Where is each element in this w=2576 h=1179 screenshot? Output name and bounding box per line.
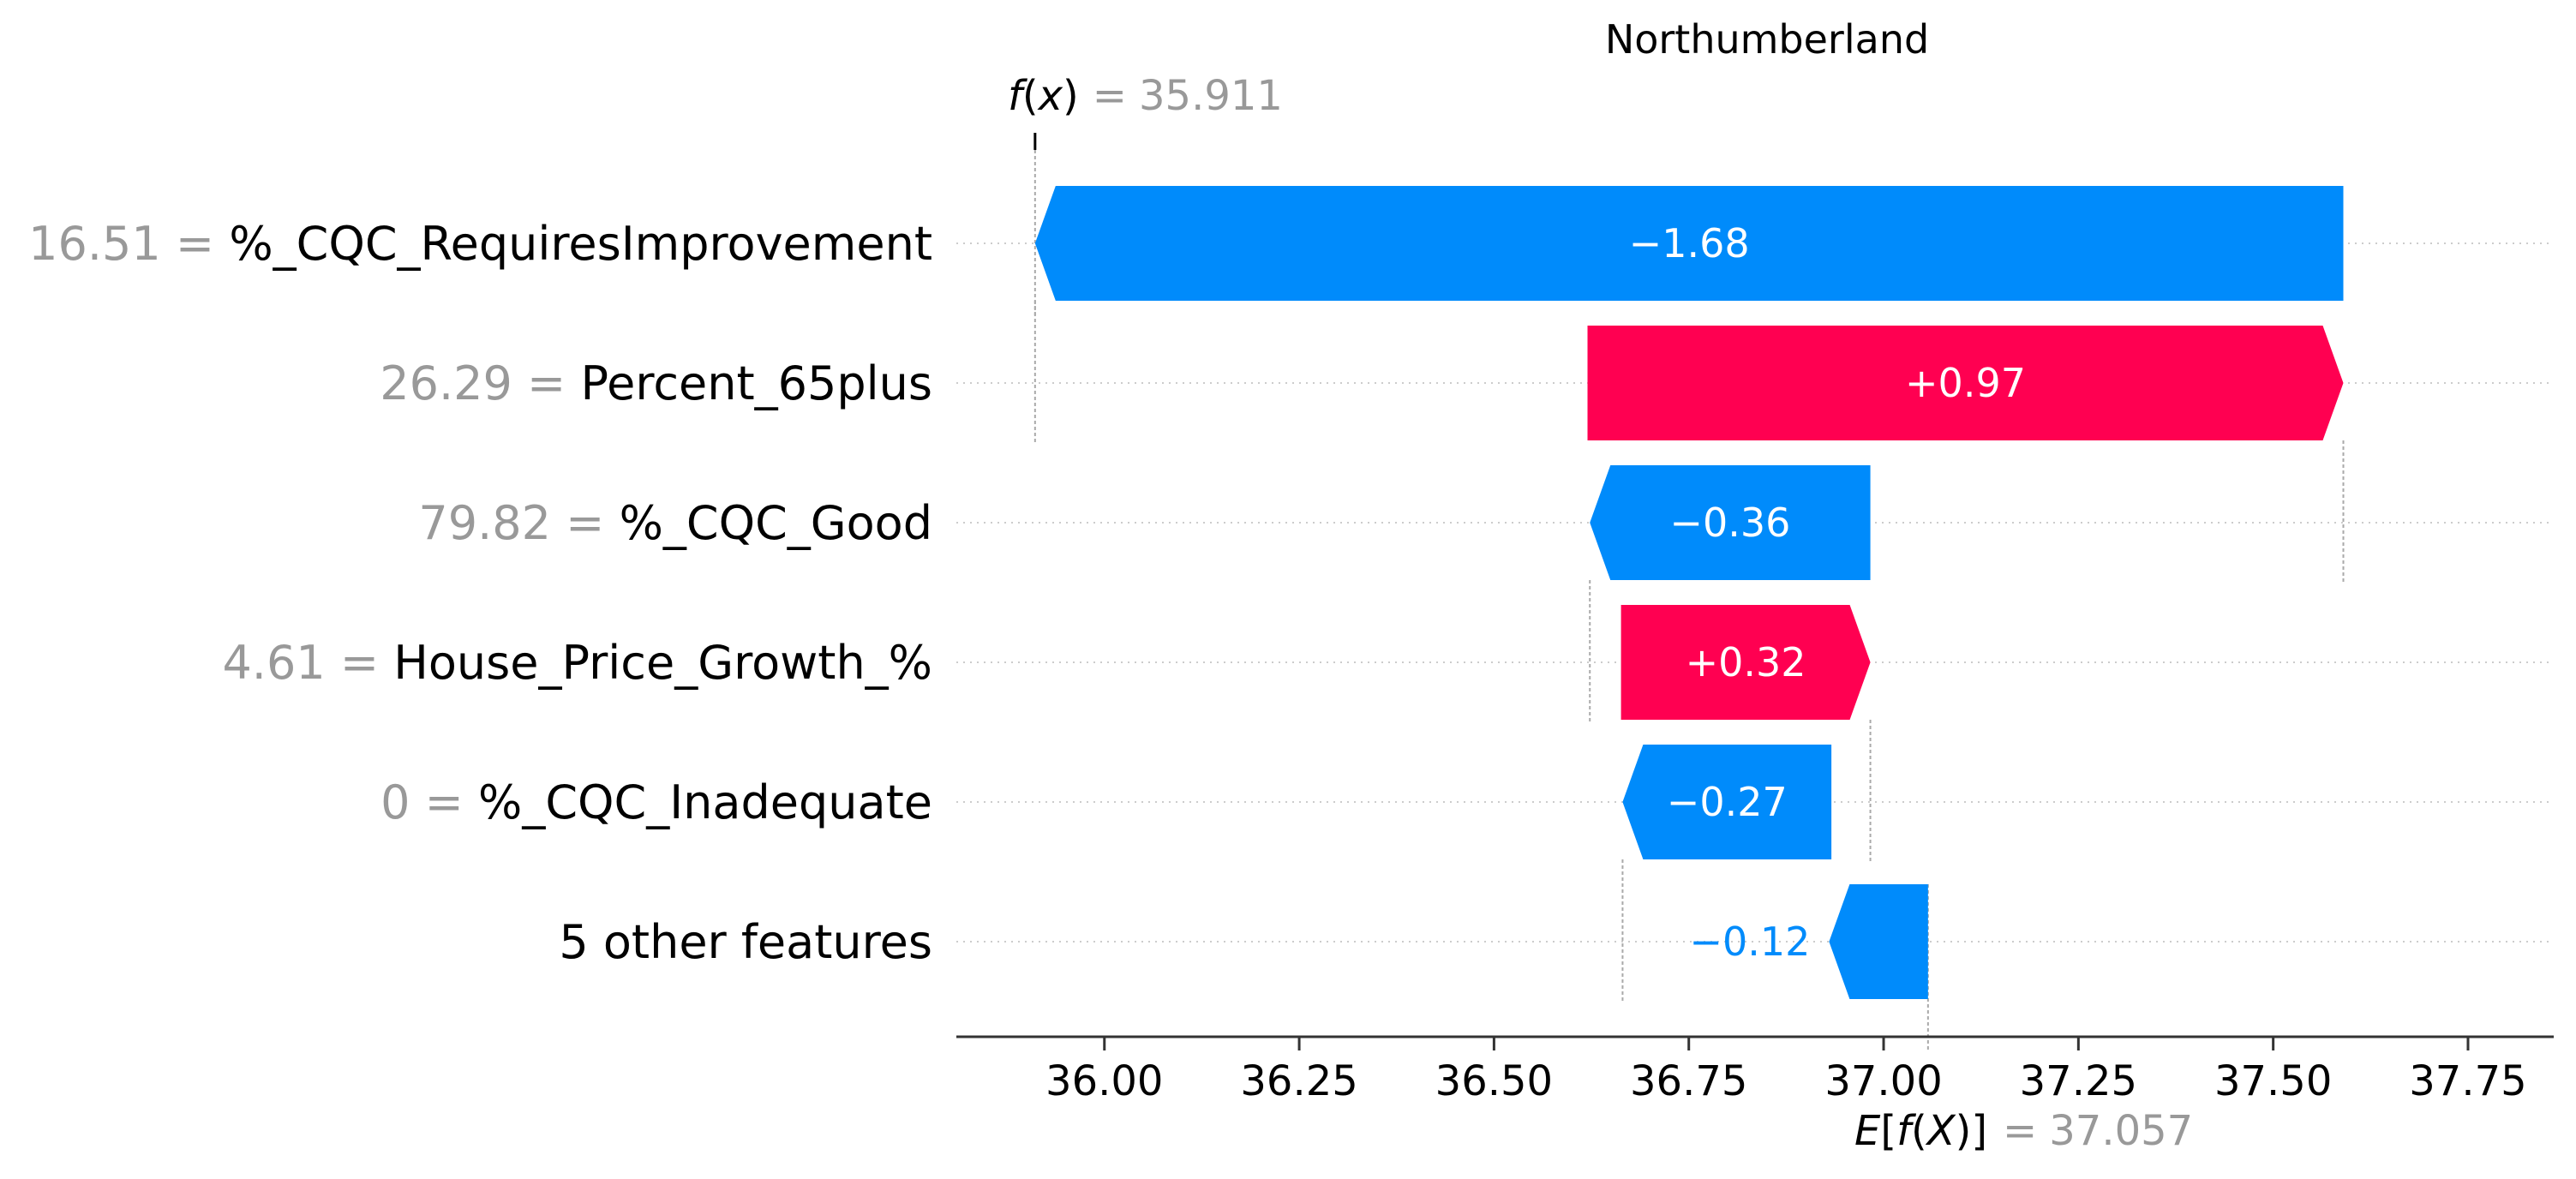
bar-value-label: +0.97 — [1905, 360, 2026, 406]
bar-value-label: −0.12 — [1689, 919, 1810, 965]
feature-value: 16.51 = — [28, 217, 229, 271]
expected-annotation: E[f(X)] = 37.057 — [1854, 1107, 2193, 1155]
fx-eq: = — [1093, 72, 1127, 120]
x-tick-label: 37.50 — [2214, 1057, 2332, 1105]
feature-name: House_Price_Growth_% — [393, 636, 932, 690]
chart-title: Northumberland — [1605, 16, 1929, 63]
feature-value: 0 = — [380, 775, 478, 829]
x-tick-label: 36.00 — [1045, 1057, 1163, 1105]
bar-negative — [1590, 465, 1871, 580]
ex-value: 37.057 — [2049, 1107, 2193, 1155]
fx-annotation: f(x) = 35.911 — [1008, 72, 1283, 120]
ex-label: E — [1854, 1107, 1881, 1155]
feature-label: 79.82 = %_CQC_Good — [418, 496, 932, 550]
feature-label: 16.51 = %_CQC_RequiresImprovement — [28, 217, 932, 271]
x-tick-label: 36.50 — [1435, 1057, 1553, 1105]
feature-label: 26.29 = Percent_65plus — [380, 356, 932, 410]
bar-negative — [1829, 884, 1928, 999]
bar-positive — [1587, 326, 2344, 440]
bar-positive — [1620, 605, 1871, 720]
bars: −1.68 +0.97 −0.36 +0.32 −0.27 −0.12 — [1034, 186, 2344, 999]
bar-value-label: −0.36 — [1669, 500, 1790, 546]
ex-eq: = — [2003, 1107, 2037, 1155]
ex-close: )] — [1956, 1107, 1987, 1155]
fx-paren: ( — [1022, 72, 1039, 120]
x-axis: 36.00 36.25 36.50 36.75 37.00 37.25 37.50 37.75 — [956, 1035, 2554, 1105]
feature-label: 5 other features — [559, 915, 932, 969]
feature-name: Percent_65plus — [580, 356, 932, 410]
feature-name: %_CQC_Inadequate — [478, 775, 932, 829]
feature-value: 4.61 = — [222, 636, 393, 690]
ex-paren: ( — [1911, 1107, 1927, 1155]
feature-label: 4.61 = House_Price_Growth_% — [222, 636, 932, 690]
ex-bracket: [ — [1880, 1107, 1896, 1155]
x-tick-label: 36.75 — [1630, 1057, 1747, 1105]
feature-name: %_CQC_RequiresImprovement — [229, 217, 932, 271]
feature-label: 0 = %_CQC_Inadequate — [380, 775, 932, 829]
bar-value-label: −0.27 — [1667, 779, 1788, 825]
ex-var: X — [1925, 1107, 1956, 1155]
feature-labels: 16.51 = %_CQC_RequiresImprovement 26.29 =… — [28, 217, 932, 969]
feature-name: %_CQC_Good — [620, 496, 932, 550]
feature-name: 5 other features — [559, 915, 932, 969]
x-tick-label: 37.25 — [2020, 1057, 2137, 1105]
fx-paren-close: ) — [1063, 72, 1079, 120]
feature-value: 79.82 = — [418, 496, 619, 550]
bar-negative — [1622, 745, 1832, 859]
bar-value-label: −1.68 — [1629, 220, 1750, 266]
bar-value-label: +0.32 — [1686, 639, 1806, 685]
connector-lines — [1033, 133, 2345, 1050]
fx-var: x — [1037, 72, 1063, 120]
bar-negative — [1034, 186, 2344, 301]
feature-value: 26.29 = — [380, 356, 580, 410]
x-tick-label: 37.00 — [1824, 1057, 1942, 1105]
x-tick-label: 37.75 — [2409, 1057, 2526, 1105]
fx-value: 35.911 — [1139, 72, 1283, 120]
x-tick-label: 36.25 — [1240, 1057, 1357, 1105]
